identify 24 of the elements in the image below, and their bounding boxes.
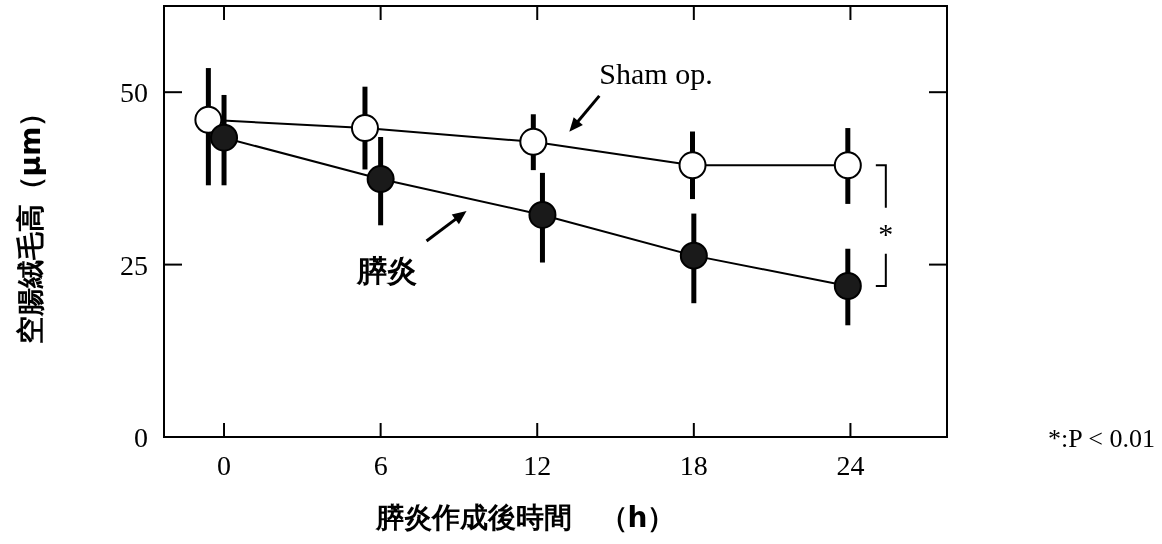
point	[519, 127, 548, 156]
text: *:P < 0.01	[1048, 424, 1155, 453]
point	[528, 200, 557, 229]
point	[833, 151, 862, 180]
x-tick-label: 24	[836, 450, 865, 481]
point	[833, 271, 862, 300]
y-tick-label: 0	[134, 422, 148, 453]
point	[350, 114, 379, 143]
x-axis-title: 膵炎作成後時間 （h）	[374, 501, 676, 534]
point	[679, 241, 708, 270]
y-axis-title: 空腸絨毛高（μm）	[14, 98, 47, 345]
annotation: *	[878, 216, 894, 250]
x-tick-label: 12	[523, 450, 552, 481]
x-tick-label: 0	[217, 450, 232, 481]
y-tick-label: 50	[120, 77, 148, 109]
x-tick-label: 18	[679, 450, 708, 481]
point	[194, 105, 223, 134]
y-tick-label: 25	[120, 249, 148, 281]
point	[210, 123, 239, 152]
x-tick-label: 6	[373, 450, 388, 481]
point	[366, 165, 395, 194]
point	[678, 151, 707, 180]
legend-label: 膵炎	[355, 253, 417, 289]
text: Sham op.	[599, 56, 713, 90]
